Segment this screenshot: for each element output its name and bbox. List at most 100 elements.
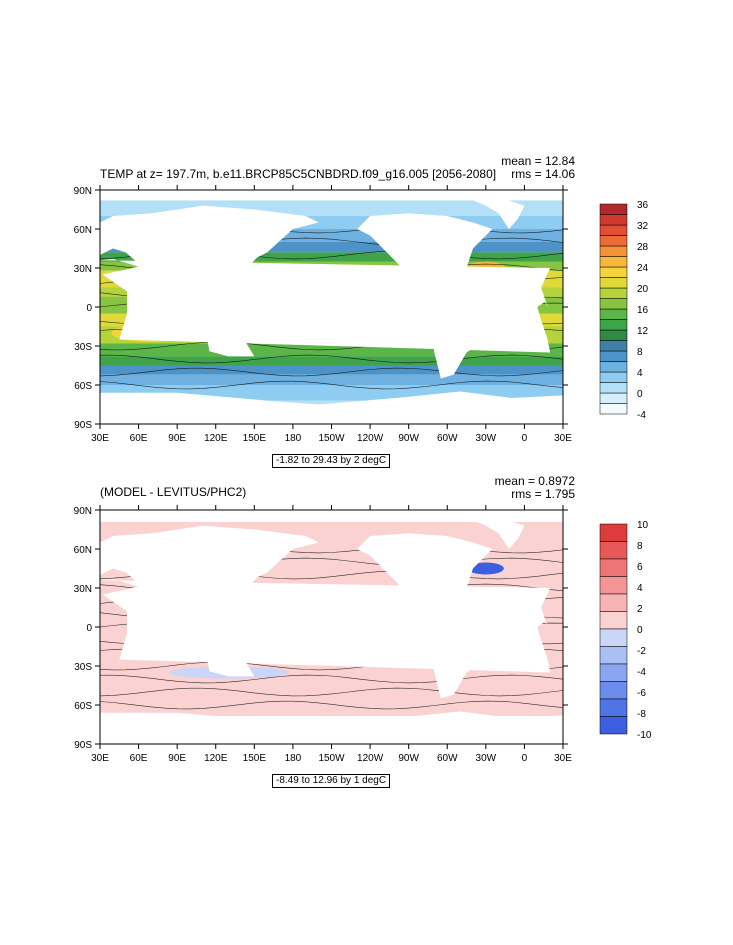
temp-colorbar-label: 36	[637, 200, 649, 211]
temp-ytick-label: 0	[86, 303, 92, 314]
diff-colorbar-label: 4	[637, 583, 643, 594]
diff-colorbar-swatch	[599, 716, 628, 735]
diff-range-label: -8.49 to 12.96 by 1 degC	[272, 774, 391, 788]
temp-colorbar-swatch	[599, 203, 628, 215]
temp-ytick-label: 60N	[74, 225, 92, 236]
diff-colorbar-swatch	[599, 523, 628, 542]
temp-land-mask	[472, 199, 525, 229]
diff-colorbar-swatch	[599, 593, 628, 612]
diff-colorbar-label: -10	[637, 730, 652, 741]
temp-band	[100, 374, 563, 385]
diff-land-mask	[472, 519, 525, 549]
diff-xtick-label: 150E	[243, 753, 267, 764]
temp-band	[100, 365, 563, 375]
temp-contour-line	[100, 354, 564, 364]
temp-mean: mean = 12.84	[501, 154, 575, 168]
diff-ytick-label: 60S	[74, 701, 92, 712]
temp-xtick-label: 150E	[243, 433, 267, 444]
temp-rms: rms = 14.06	[511, 167, 575, 181]
diff-colorbar-label: -6	[637, 688, 646, 699]
diff-xtick-label: 30W	[476, 753, 497, 764]
temp-map: 30E 60E 90E 120E 150E 180 150W 120W 90W 60W 30W 0 30…	[74, 185, 649, 444]
temp-xtick-label: 60W	[437, 433, 458, 444]
temp-ytick-label: 90S	[74, 420, 92, 431]
diff-xtick-label: 30E	[554, 753, 572, 764]
temp-colorbar-label: 16	[637, 305, 649, 316]
temp-plot-area	[99, 190, 564, 424]
temp-xtick-label: 90W	[398, 433, 419, 444]
temp-colorbar-label: 4	[637, 368, 643, 379]
diff-colorbar-swatch	[599, 698, 628, 717]
diff-no-data-south	[100, 728, 563, 744]
temp-xtick-label: 150W	[318, 433, 345, 444]
temp-land-mask	[100, 205, 319, 297]
diff-contour-line	[99, 687, 564, 697]
diff-colorbar-label: 8	[637, 541, 643, 552]
diff-colorbar-label: 6	[637, 562, 643, 573]
diff-colorbar-label: -2	[637, 646, 646, 657]
temp-band	[100, 356, 563, 366]
diff-colorbar-label: 0	[637, 625, 643, 636]
diff-plot-area	[99, 510, 564, 744]
diff-ytick-label: 90S	[74, 740, 92, 751]
diff-xtick-label: 120W	[357, 753, 384, 764]
diff-land-mask	[206, 642, 255, 677]
temp-contour-line	[99, 380, 564, 390]
diff-no-data-north	[100, 510, 563, 521]
diff-title: (MODEL - LEVITUS/PHC2)	[100, 485, 247, 499]
diff-colorbar-swatch	[599, 611, 628, 630]
temp-colorbar-label: 32	[637, 221, 649, 232]
diff-xtick-label: 60E	[130, 753, 148, 764]
diff-land-mask	[357, 533, 493, 614]
temp-ytick-label: 30N	[74, 264, 92, 275]
diff-ytick-label: 0	[86, 623, 92, 634]
temp-colorbar-label: 0	[637, 389, 643, 400]
diff-colorbar-swatch	[599, 646, 628, 665]
diff-land-mask	[418, 611, 493, 699]
temp-contour-line	[99, 367, 564, 377]
diff-xtick-label: 90E	[168, 753, 186, 764]
temp-land-mask	[357, 213, 493, 294]
diff-colorbar-label: 2	[637, 604, 643, 615]
temp-colorbar-label: -4	[637, 410, 646, 421]
temp-ytick-label: 90N	[74, 186, 92, 197]
diff-xtick-label: 90W	[398, 753, 419, 764]
diff-xtick-label: 60W	[437, 753, 458, 764]
temp-ytick-label: 60S	[74, 381, 92, 392]
diff-colorbar-label: 10	[637, 520, 649, 531]
diff-colorbar-swatch	[599, 681, 628, 700]
temp-range-label: -1.82 to 29.43 by 2 degC	[272, 454, 391, 468]
temp-title: TEMP at z= 197.7m, b.e11.BRCP85C5CNBDRD.…	[100, 167, 497, 181]
diff-rms: rms = 1.795	[511, 487, 575, 501]
diff-ytick-label: 60N	[74, 545, 92, 556]
diff-colorbar-label: -8	[637, 709, 646, 720]
temp-xtick-label: 30W	[476, 433, 497, 444]
temp-xtick-label: 120W	[357, 433, 384, 444]
diff-colorbar-swatch	[599, 541, 628, 560]
temp-panel: mean = 12.84 rms = 14.06 TEMP at z= 197.…	[0, 0, 733, 470]
temp-xtick-label: 30E	[554, 433, 572, 444]
diff-colorbar-swatch	[599, 663, 628, 682]
temp-land-mask	[206, 322, 255, 357]
diff-gulf-stream-anomaly	[467, 562, 504, 575]
temp-xtick-label: 60E	[130, 433, 148, 444]
diff-contour-line	[99, 700, 564, 710]
temp-land-mask	[418, 291, 493, 379]
temp-xtick-label: 30E	[91, 433, 109, 444]
diff-xtick-label: 180	[285, 753, 302, 764]
diff-colorbar-swatch	[599, 628, 628, 647]
temp-xtick-label: 90E	[168, 433, 186, 444]
diff-xtick-label: 150W	[318, 753, 345, 764]
diff-xtick-label: 30E	[91, 753, 109, 764]
temp-band	[100, 242, 563, 253]
diff-contour-line	[100, 674, 564, 684]
temp-colorbar-label: 8	[637, 347, 643, 358]
temp-xtick-label: 180	[285, 433, 302, 444]
diff-xtick-label: 0	[522, 753, 528, 764]
diff-ytick-label: 30N	[74, 584, 92, 595]
temp-xtick-label: 120E	[204, 433, 228, 444]
temp-no-data-north	[100, 190, 563, 201]
diff-colorbar-swatch	[599, 558, 628, 577]
